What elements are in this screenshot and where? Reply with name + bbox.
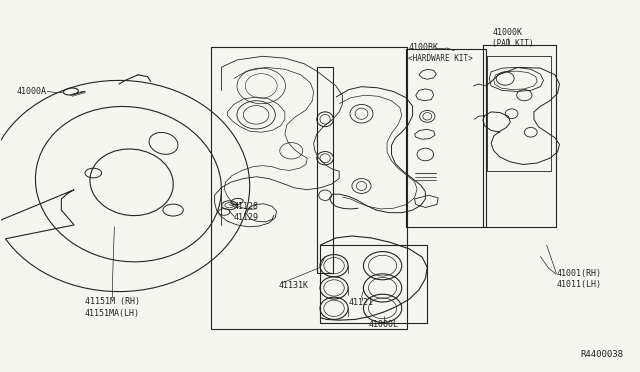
Text: <HARDWARE KIT>: <HARDWARE KIT>: [408, 54, 473, 62]
Text: 41128: 41128: [234, 202, 259, 211]
Text: 41151MA(LH): 41151MA(LH): [85, 310, 140, 318]
Text: 4100BK: 4100BK: [408, 42, 438, 51]
Text: 41151M (RH): 41151M (RH): [85, 297, 140, 306]
Text: (PAD KIT): (PAD KIT): [492, 39, 534, 48]
Text: 41121: 41121: [349, 298, 374, 307]
Text: 41011(LH): 41011(LH): [556, 280, 602, 289]
Text: 41000A: 41000A: [17, 87, 47, 96]
Text: 41000L: 41000L: [369, 321, 399, 330]
Text: R4400038: R4400038: [580, 350, 623, 359]
Text: 41000K: 41000K: [492, 28, 522, 37]
Text: 41001(RH): 41001(RH): [556, 269, 602, 278]
Text: 41131K: 41131K: [278, 281, 308, 290]
Text: 41129: 41129: [234, 213, 259, 222]
